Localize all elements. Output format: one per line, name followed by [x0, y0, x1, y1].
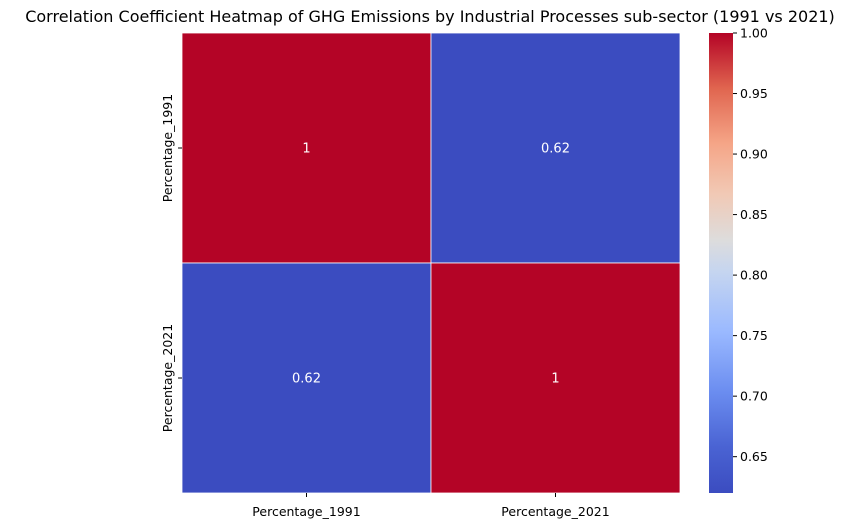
colorbar-gradient — [709, 33, 733, 493]
heatmap-cell — [430, 32, 681, 264]
cell-value-label: 1 — [302, 142, 310, 157]
colorbar-tick-label: 0.95 — [740, 86, 768, 101]
x-tick-label: Percentage_1991 — [252, 504, 360, 519]
cell-value-label: 0.62 — [541, 142, 570, 157]
heatmap-cell — [181, 262, 432, 494]
heatmap-cells: 1 0.62 0.62 1 — [181, 32, 681, 494]
heatmap-cell — [430, 262, 681, 494]
colorbar-tick-label: 0.85 — [740, 207, 768, 222]
x-tick-label: Percentage_2021 — [501, 504, 609, 519]
cell-value-label: 1 — [551, 372, 559, 387]
y-tick-label: Percentage_2021 — [160, 324, 175, 432]
cell-value-label: 0.62 — [292, 372, 321, 387]
colorbar-tick-label: 0.65 — [740, 449, 768, 464]
colorbar-tick-label: 0.75 — [740, 328, 768, 343]
colorbar-tick-label: 0.80 — [740, 268, 768, 283]
colorbar-tick-label: 1.00 — [740, 26, 768, 41]
colorbar-tick-label: 0.90 — [740, 147, 768, 162]
x-axis: Percentage_1991 Percentage_2021 — [252, 493, 610, 519]
y-axis: Percentage_1991 Percentage_2021 — [160, 94, 182, 432]
heatmap-cell — [181, 32, 432, 264]
colorbar-tick-label: 0.70 — [740, 389, 768, 404]
chart-title: Correlation Coefficient Heatmap of GHG E… — [25, 7, 835, 26]
y-tick-label: Percentage_1991 — [160, 94, 175, 202]
colorbar: 0.65 0.70 0.75 0.80 0.85 0.90 0.95 1.00 — [709, 26, 768, 493]
